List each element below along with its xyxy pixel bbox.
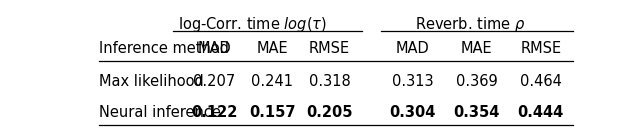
- Text: 0.464: 0.464: [520, 74, 562, 89]
- Text: Inference method: Inference method: [99, 41, 229, 56]
- Text: 0.318: 0.318: [308, 74, 351, 89]
- Text: 0.369: 0.369: [456, 74, 498, 89]
- Text: MAD: MAD: [396, 41, 429, 56]
- Text: 0.444: 0.444: [518, 105, 564, 120]
- Text: 0.241: 0.241: [251, 74, 293, 89]
- Text: Neural inference: Neural inference: [99, 105, 221, 120]
- Text: Reverb. time $\rho$: Reverb. time $\rho$: [415, 15, 525, 34]
- Text: 0.122: 0.122: [191, 105, 237, 120]
- Text: 0.205: 0.205: [307, 105, 353, 120]
- Text: MAE: MAE: [256, 41, 288, 56]
- Text: 0.207: 0.207: [193, 74, 236, 89]
- Text: 0.313: 0.313: [392, 74, 434, 89]
- Text: MAE: MAE: [461, 41, 493, 56]
- Text: RMSE: RMSE: [520, 41, 561, 56]
- Text: 0.354: 0.354: [454, 105, 500, 120]
- Text: RMSE: RMSE: [309, 41, 350, 56]
- Text: 0.157: 0.157: [249, 105, 295, 120]
- Text: MAD: MAD: [198, 41, 231, 56]
- Text: Max likelihood: Max likelihood: [99, 74, 204, 89]
- Text: log-Corr. time $log(\tau)$: log-Corr. time $log(\tau)$: [179, 15, 327, 34]
- Text: 0.304: 0.304: [390, 105, 436, 120]
